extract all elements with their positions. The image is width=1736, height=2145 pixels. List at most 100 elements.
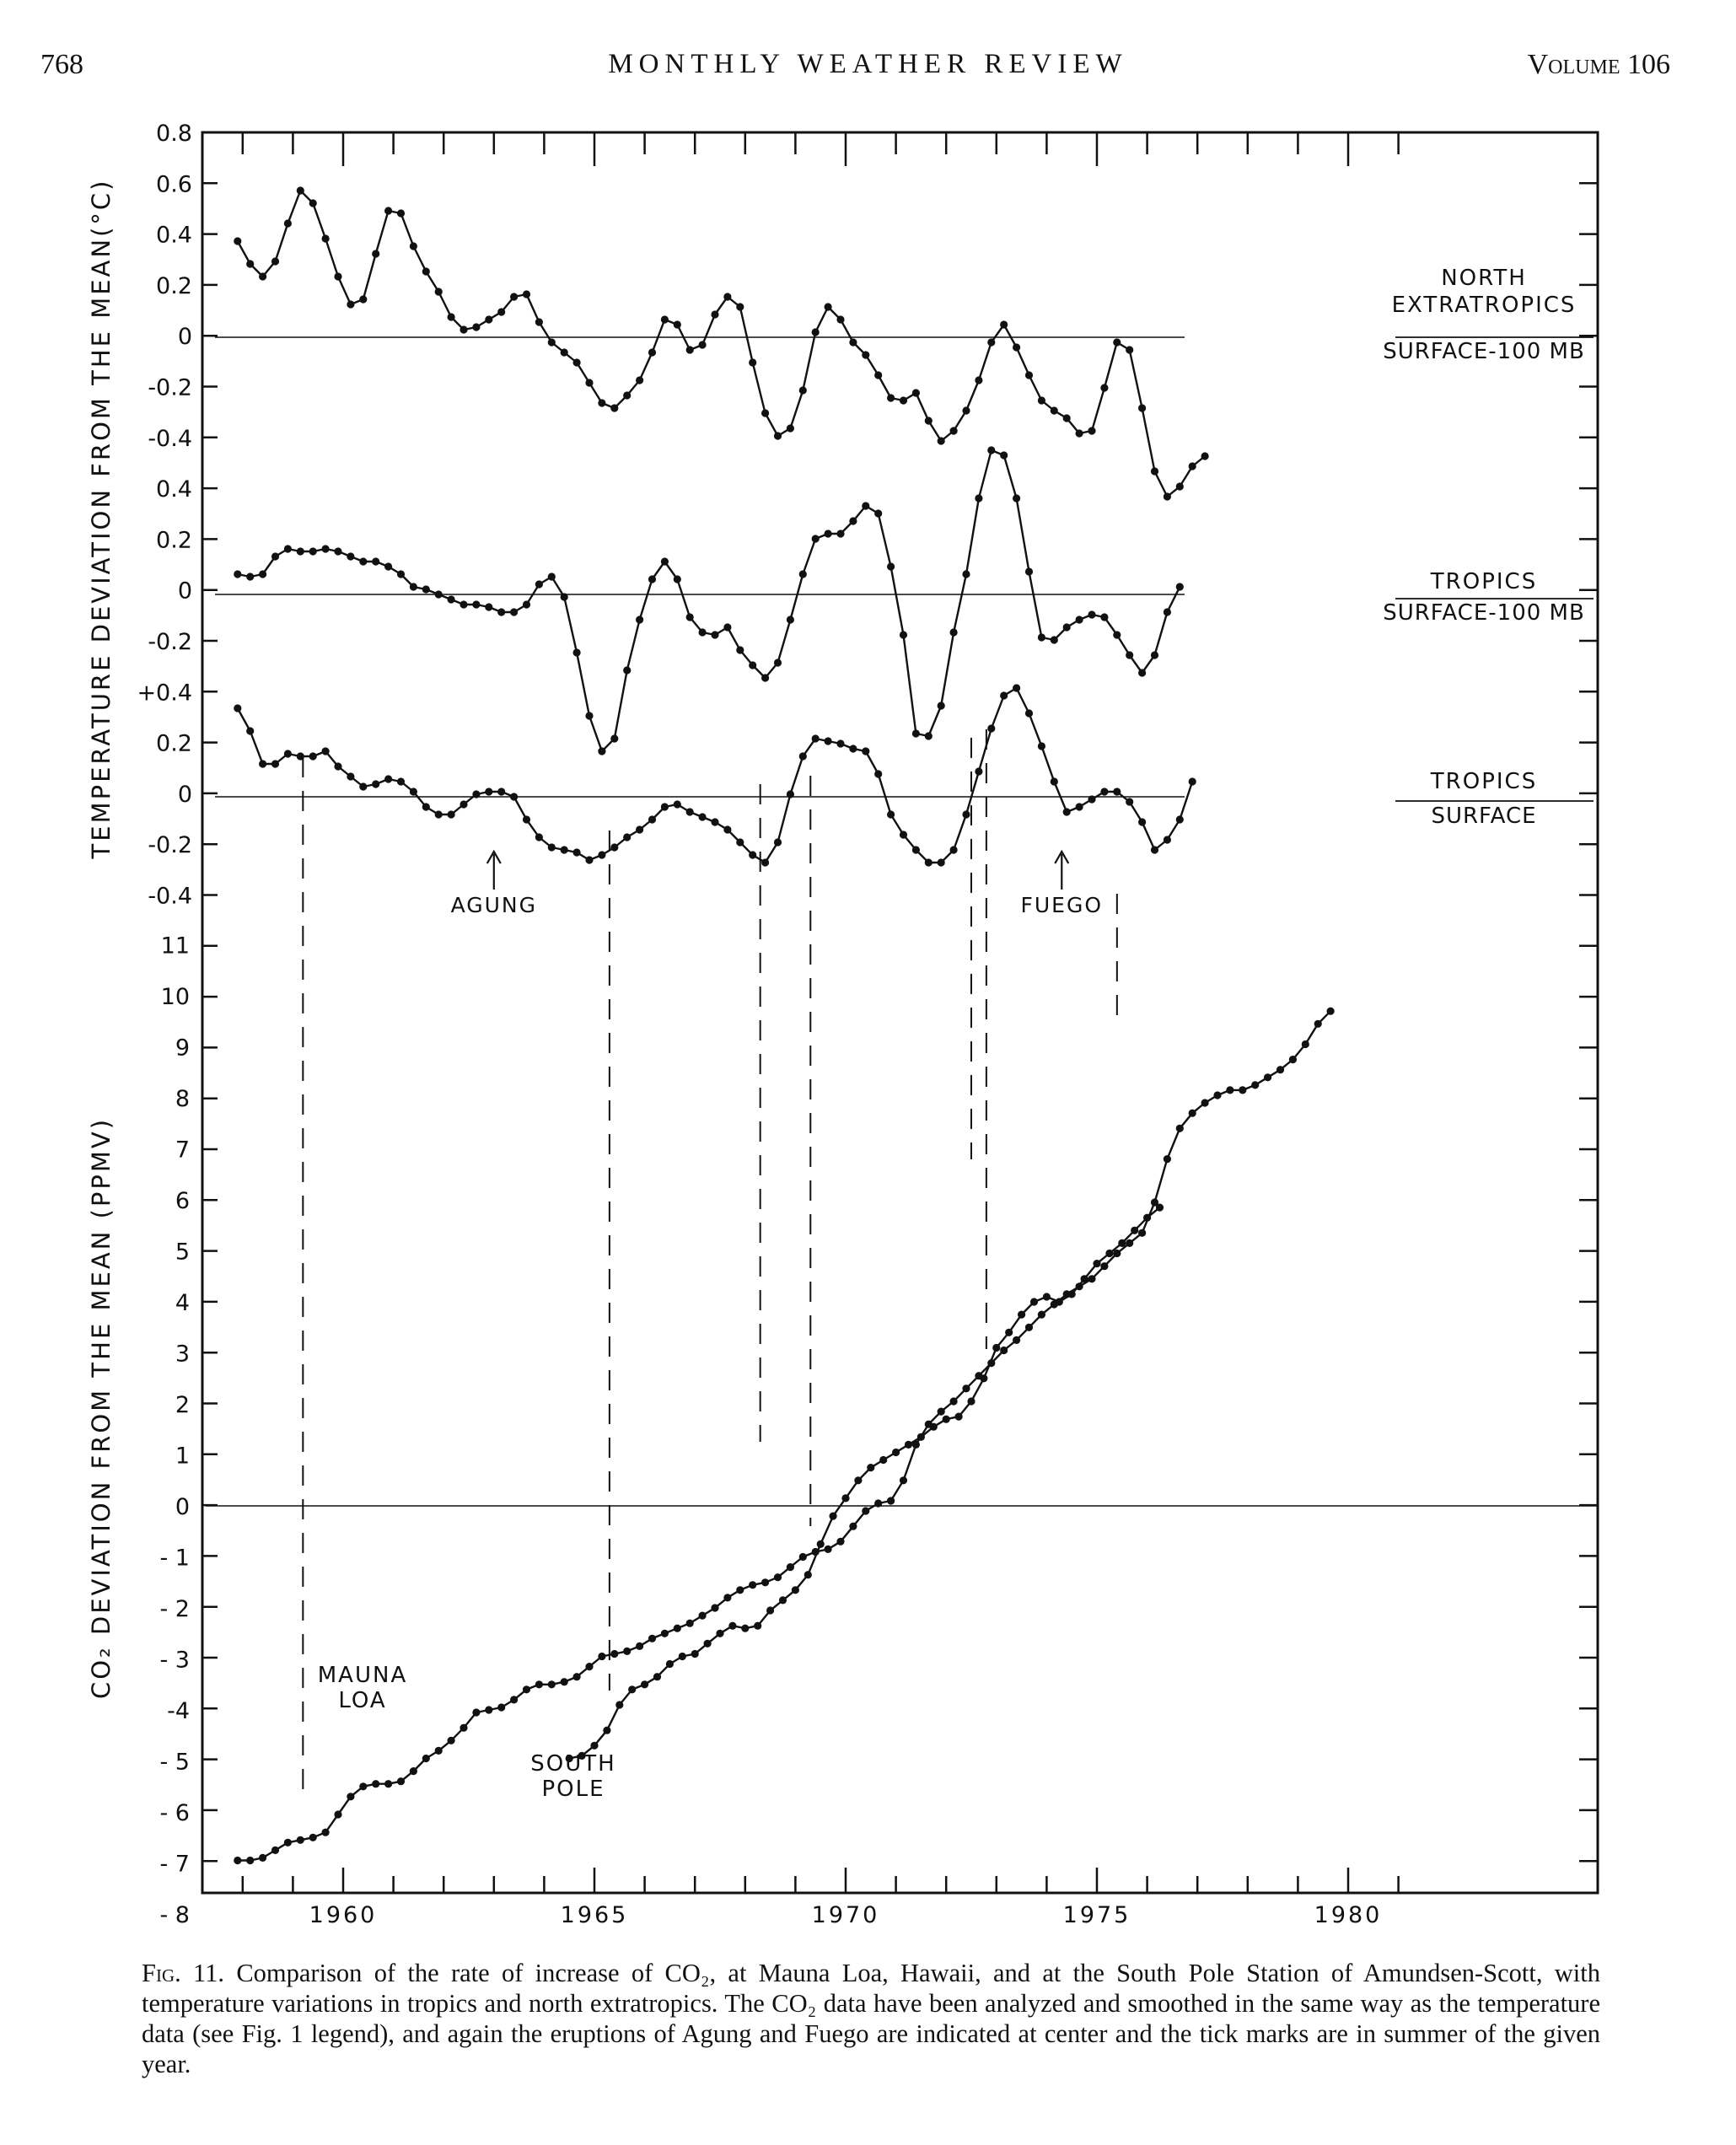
y-tick-label-co2: - 6 [159, 1800, 190, 1826]
data-point [447, 810, 455, 819]
data-point [962, 1384, 970, 1393]
data-point [711, 631, 719, 639]
data-point [610, 843, 619, 852]
data-point [321, 747, 330, 755]
data-point [849, 517, 857, 525]
data-point [1288, 1056, 1297, 1064]
data-point [409, 583, 417, 591]
journal-title: MONTHLY WEATHER REVIEW [608, 49, 1128, 79]
data-point [691, 1649, 699, 1658]
data-point [648, 1634, 657, 1642]
data-point [862, 747, 870, 755]
y-tick-label-temperature: -0.2 [148, 832, 192, 858]
data-point [234, 1856, 242, 1865]
data-point [636, 376, 644, 384]
data-point [347, 772, 355, 781]
data-point [749, 851, 757, 859]
data-point [736, 1586, 744, 1594]
data-point [1226, 1086, 1234, 1094]
data-point [1018, 1310, 1026, 1319]
data-point [321, 234, 330, 243]
data-point [547, 573, 556, 581]
data-point [1201, 452, 1209, 460]
data-point [824, 1545, 832, 1553]
data-point [736, 303, 744, 311]
y-tick-label-temperature: 0.4 [156, 223, 192, 249]
data-point [660, 1629, 669, 1637]
data-point [598, 399, 606, 407]
data-point [849, 338, 857, 347]
plot-frame [201, 131, 1599, 1895]
y-tick-label-co2: -4 [167, 1698, 190, 1724]
data-point [698, 341, 707, 349]
data-point [904, 1440, 913, 1449]
data-point [347, 552, 355, 561]
y-tick-label-co2: 0 [175, 1494, 190, 1520]
data-point [665, 1659, 675, 1669]
data-point [911, 846, 920, 854]
data-point [1093, 1260, 1101, 1268]
y-axis-label-co2: CO₂ DEVIATION FROM THE MEAN (PPMV) [87, 1117, 116, 1699]
data-point [975, 376, 983, 384]
data-point [778, 1596, 787, 1605]
data-point [641, 1680, 649, 1689]
data-point [572, 648, 581, 657]
data-point [485, 603, 493, 611]
data-point [615, 1701, 624, 1709]
data-point [648, 815, 657, 824]
y-tick-label-temperature: -0.4 [148, 426, 192, 452]
data-point [447, 595, 455, 604]
data-point [916, 1433, 925, 1441]
data-point [1042, 1293, 1051, 1301]
data-point [1029, 1298, 1039, 1306]
data-point [937, 702, 945, 710]
data-point [1138, 818, 1147, 826]
data-point [603, 1726, 611, 1734]
data-point [1024, 371, 1034, 379]
data-point [723, 623, 732, 632]
data-point [460, 325, 468, 334]
data-point [271, 257, 280, 266]
y-tick-label-temperature: 0.2 [156, 273, 192, 299]
tick-labels: 1960 1965 1970 1975 19800.80.60.40.20-0.2-0.… [137, 121, 1379, 1928]
y-tick-label-temperature: 0 [178, 324, 192, 350]
series-label-co2: POLE [541, 1777, 605, 1802]
data-point [937, 1407, 945, 1416]
data-point [296, 1836, 304, 1844]
y-tick-label-co2: - 8 [159, 1902, 190, 1928]
data-point [636, 825, 644, 834]
data-point [460, 800, 468, 809]
data-point [791, 1586, 800, 1594]
data-point [949, 1397, 958, 1406]
data-point [798, 752, 807, 761]
data-point [309, 1833, 317, 1841]
data-point [954, 1412, 963, 1421]
data-point [422, 267, 430, 276]
data-point [384, 207, 393, 215]
data-point [673, 575, 681, 583]
data-point [1024, 567, 1034, 576]
series-layer [234, 186, 1335, 1865]
data-point [673, 800, 681, 809]
data-point [867, 1464, 875, 1472]
data-point [975, 494, 983, 503]
data-point [685, 346, 694, 354]
data-point [259, 1853, 267, 1862]
data-point [987, 446, 996, 454]
eruption-label: FUEGO [1021, 893, 1104, 917]
data-point [749, 358, 757, 367]
data-point [485, 315, 493, 324]
series-label-co2: LOA [338, 1688, 386, 1713]
data-point [962, 810, 970, 819]
data-point [296, 752, 304, 761]
data-point [1100, 613, 1109, 621]
data-point [547, 338, 556, 347]
data-point [372, 250, 380, 258]
y-tick-label-co2: 6 [175, 1188, 190, 1214]
data-point [1050, 636, 1058, 644]
data-point [836, 739, 845, 748]
series-label-bottom: SURFACE-100 MB [1383, 600, 1585, 626]
data-point [673, 1624, 681, 1632]
data-point [271, 1846, 280, 1854]
data-point [1314, 1019, 1322, 1028]
